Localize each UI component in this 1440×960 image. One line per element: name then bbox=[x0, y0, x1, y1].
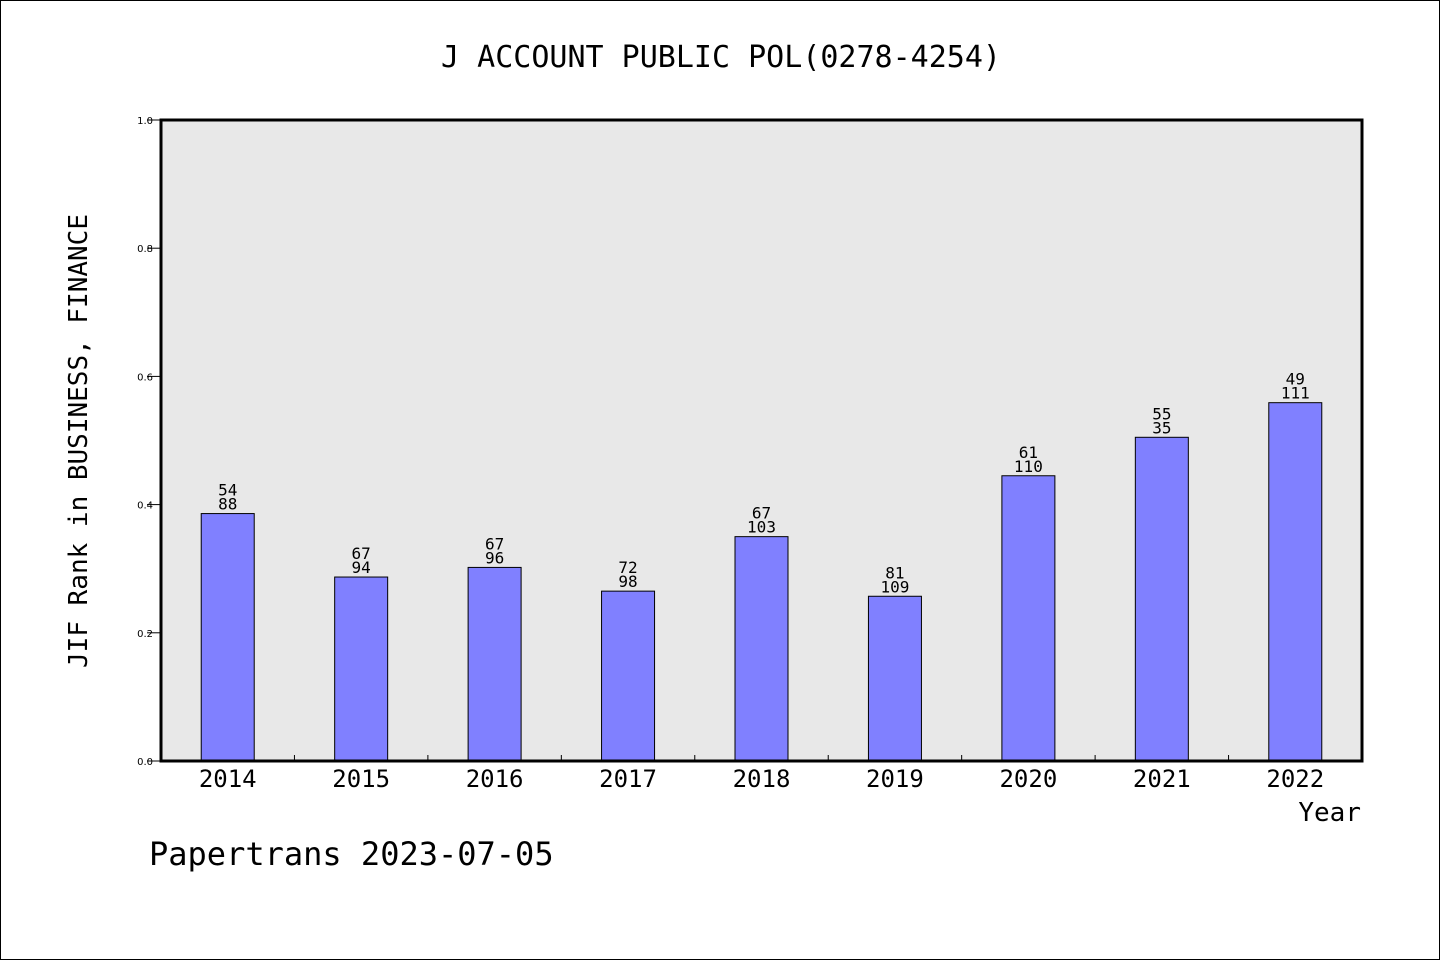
y-tick-label: 0.2 bbox=[137, 629, 153, 640]
y-tick-label: 0.4 bbox=[137, 501, 153, 512]
bar bbox=[1134, 436, 1189, 762]
bar-rank-label: 67 bbox=[352, 544, 371, 563]
x-tick-label: 2018 bbox=[733, 765, 791, 793]
bar-rank-label: 67 bbox=[485, 534, 504, 553]
x-tick-label: 2021 bbox=[1133, 765, 1191, 793]
bar bbox=[601, 590, 656, 762]
x-tick-label: 2017 bbox=[599, 765, 657, 793]
bar-rank-label: 49 bbox=[1286, 370, 1305, 389]
bar bbox=[200, 513, 255, 762]
bar-rank-label: 55 bbox=[1152, 404, 1171, 423]
x-tick-label: 2016 bbox=[466, 765, 524, 793]
bar-rank-label: 54 bbox=[218, 481, 237, 500]
bar bbox=[734, 536, 789, 762]
bar-total-label: 94 bbox=[352, 558, 371, 577]
bar-total-label: 103 bbox=[747, 518, 776, 537]
x-tick-label: 2019 bbox=[866, 765, 924, 793]
y-tick-label: 0.0 bbox=[137, 757, 153, 768]
bar-total-label: 98 bbox=[618, 572, 637, 591]
bar bbox=[467, 566, 522, 762]
bar bbox=[1268, 402, 1323, 762]
bar-rank-label: 72 bbox=[618, 558, 637, 577]
y-tick-label: 0.8 bbox=[137, 244, 153, 255]
bar-total-label: 110 bbox=[1014, 457, 1043, 476]
bar-total-label: 96 bbox=[485, 548, 504, 567]
bar-rank-label: 61 bbox=[1019, 443, 1038, 462]
plot-border bbox=[159, 118, 1364, 763]
x-tick-label: 2015 bbox=[332, 765, 390, 793]
chart-title: J ACCOUNT PUBLIC POL(0278-4254) bbox=[441, 40, 1001, 75]
footer-watermark: Papertrans 2023-07-05 bbox=[149, 835, 554, 873]
x-tick-label: 2022 bbox=[1266, 765, 1324, 793]
y-ticks-group: 0.0 0.2 0.4 0.6 0.8 1.0 bbox=[137, 116, 161, 768]
bar bbox=[334, 576, 389, 762]
bar-total-label: 35 bbox=[1152, 418, 1171, 437]
bar-total-label: 111 bbox=[1281, 384, 1310, 403]
bar bbox=[1001, 475, 1056, 762]
y-tick-label: 0.6 bbox=[137, 372, 153, 383]
bar bbox=[867, 595, 922, 762]
bar-rank-label: 81 bbox=[885, 563, 904, 582]
y-axis-label: JIF Rank in BUSINESS, FINANCE bbox=[64, 214, 94, 668]
y-tick-label: 1.0 bbox=[137, 116, 153, 127]
bar-total-label: 109 bbox=[880, 577, 909, 596]
x-tick-label: 2014 bbox=[199, 765, 257, 793]
x-axis-label: Year bbox=[1298, 798, 1361, 828]
x-ticks-group: 2014 2015 2016 2017 2018 2019 2020 2021 2022 bbox=[199, 755, 1324, 793]
bar-total-label: 88 bbox=[218, 495, 237, 514]
x-tick-label: 2020 bbox=[999, 765, 1057, 793]
bar-rank-label: 67 bbox=[752, 504, 771, 523]
